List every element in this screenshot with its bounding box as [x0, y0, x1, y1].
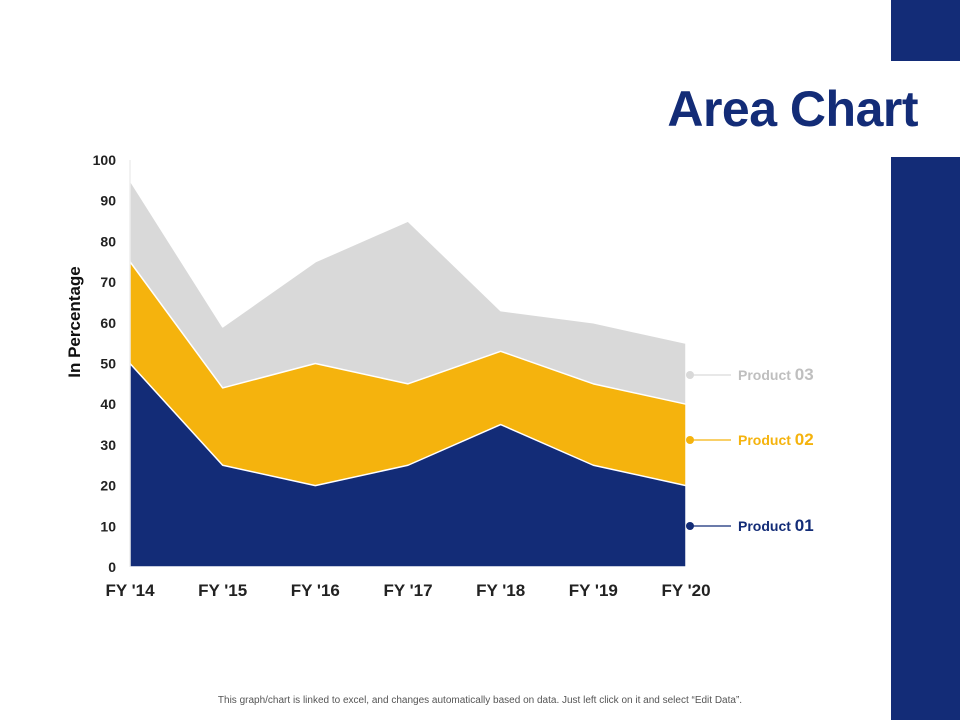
area-product-01[interactable] — [129, 362, 687, 568]
page-title: Area Chart — [667, 81, 918, 137]
x-tick-label: FY '19 — [569, 581, 618, 600]
x-tick-label: FY '14 — [105, 581, 155, 600]
y-tick-labels: 0 10 20 30 40 50 60 70 80 90 100 — [93, 152, 117, 575]
chart-legend: Product 01 Product 02 Product 03 — [686, 365, 814, 535]
x-tick-labels: FY '14 FY '15 FY '16 FY '17 FY '18 FY '19 FY '… — [105, 581, 710, 600]
x-tick-label: FY '15 — [198, 581, 247, 600]
y-tick-label: 40 — [100, 396, 116, 412]
accent-bar-top — [891, 0, 960, 61]
x-tick-label: FY '18 — [476, 581, 525, 600]
legend-item-product-03[interactable]: Product 03 — [686, 365, 814, 384]
x-tick-label: FY '16 — [291, 581, 340, 600]
y-tick-label: 30 — [100, 437, 116, 453]
footer-note: This graph/chart is linked to excel, and… — [217, 695, 743, 706]
y-tick-label: 80 — [100, 233, 116, 249]
legend-label: Product 03 — [738, 365, 814, 384]
x-tick-label: FY '20 — [661, 581, 710, 600]
y-axis-label: In Percentage — [65, 266, 84, 378]
accent-bar-side — [891, 157, 960, 720]
legend-item-product-01[interactable]: Product 01 — [686, 516, 814, 535]
legend-item-product-02[interactable]: Product 02 — [686, 430, 814, 449]
legend-label: Product 02 — [738, 430, 814, 449]
chart-areas — [129, 179, 687, 568]
y-tick-label: 60 — [100, 315, 116, 331]
y-tick-label: 10 — [100, 518, 116, 534]
legend-label: Product 01 — [738, 516, 814, 535]
y-tick-label: 50 — [100, 356, 116, 372]
y-tick-label: 100 — [93, 152, 117, 168]
y-tick-label: 20 — [100, 478, 116, 494]
y-tick-label: 90 — [100, 193, 116, 209]
y-tick-label: 70 — [100, 274, 116, 290]
y-tick-label: 0 — [108, 559, 116, 575]
x-tick-label: FY '17 — [383, 581, 432, 600]
